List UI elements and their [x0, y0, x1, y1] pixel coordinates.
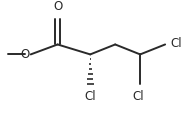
Text: O: O — [53, 0, 62, 13]
Text: Cl: Cl — [170, 37, 182, 50]
Text: O: O — [20, 48, 30, 61]
Text: Cl: Cl — [84, 90, 96, 103]
Text: Cl: Cl — [132, 90, 144, 103]
